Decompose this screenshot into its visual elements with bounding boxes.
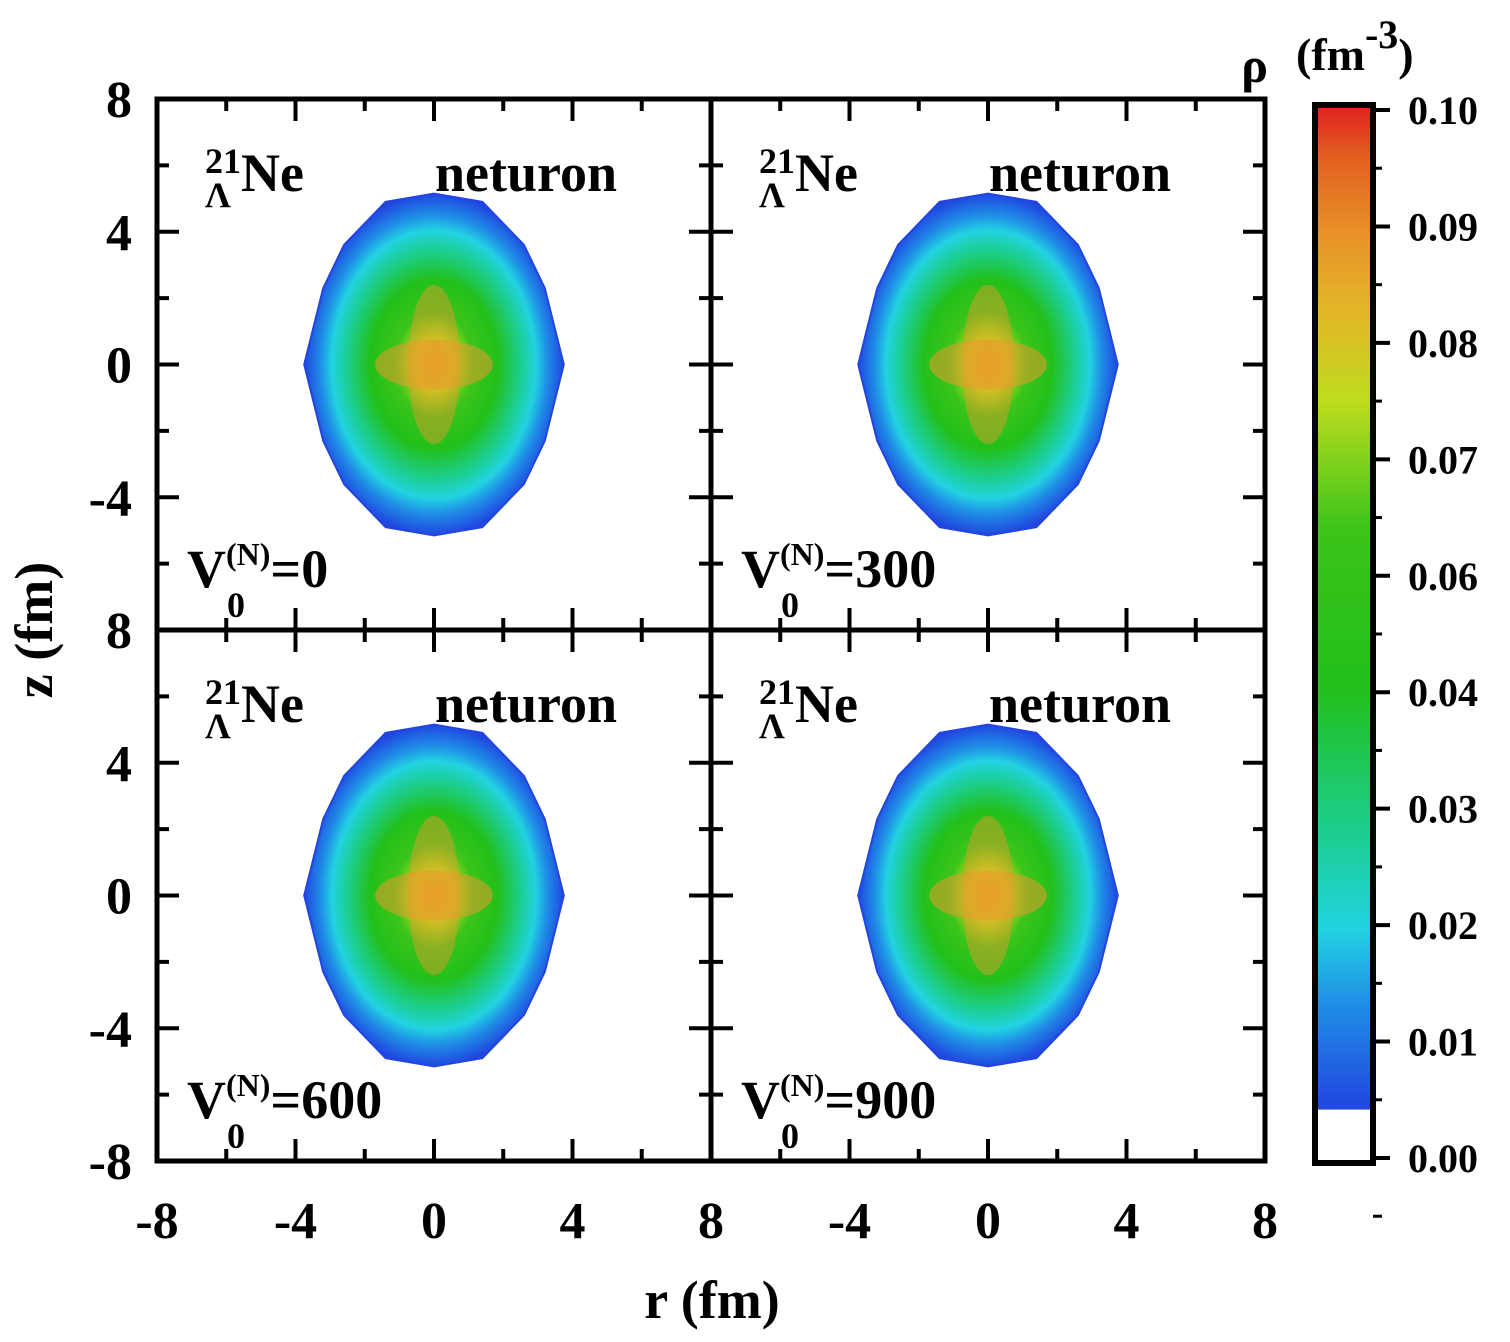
nucleus-mass-number: 21 <box>205 141 241 181</box>
colorbar-label: ρ <box>1241 37 1268 93</box>
x-tick-label: 4 <box>560 1193 586 1250</box>
colorbar-tick-label: 0.09 <box>1408 204 1478 249</box>
colorbar-tick-label: 0.08 <box>1408 321 1478 366</box>
x-tick-label: 8 <box>698 1193 724 1250</box>
potential-label: V(N)=600 <box>187 1067 382 1130</box>
colorbar-unit-open: ( <box>1296 29 1311 80</box>
density-core-horizontal <box>929 339 1047 390</box>
potential-superscript: (N) <box>780 1067 824 1103</box>
colorbar-tick-label: 0.04 <box>1408 670 1478 715</box>
x-axis-label: r (fm) <box>644 1270 779 1330</box>
potential-subscript: 0 <box>781 585 799 625</box>
colorbar-tick-label: 0.06 <box>1408 554 1478 599</box>
x-tick-label: 4 <box>1114 1193 1140 1250</box>
axis-tick-labels: -8 -4 0 4 8 -4 0 4 8 8 4 0 -4 8 4 0 -4 -8 <box>89 72 1278 1250</box>
nucleus-mass-number: 21 <box>759 672 795 712</box>
nucleus-mass-number: 21 <box>759 141 795 181</box>
x-tick-label: 0 <box>421 1193 447 1250</box>
species-label: neturon <box>989 674 1171 734</box>
potential-symbol: V <box>741 1070 780 1130</box>
y-tick-label: 4 <box>106 736 132 793</box>
y-tick-label: 0 <box>106 338 132 395</box>
density-core-horizontal <box>375 339 493 390</box>
colorbar-tick-label: 0.03 <box>1408 787 1478 832</box>
nucleus-element: Ne <box>795 674 858 734</box>
colorbar-scale <box>1312 102 1376 1166</box>
nucleus-lambda-subscript: Λ <box>759 706 785 746</box>
x-tick-label: 0 <box>975 1193 1001 1250</box>
colorbar-tick-label: 0.01 <box>1408 1020 1478 1065</box>
potential-label: V(N)=0 <box>187 536 328 599</box>
colorbar-tick-label: 0.10 <box>1408 88 1478 133</box>
y-tick-label: -4 <box>89 1001 132 1058</box>
nucleus-mass-number: 21 <box>205 672 241 712</box>
colorbar-unit: (fm-3) <box>1296 12 1414 80</box>
density-core-vertical <box>962 815 1014 976</box>
potential-label: V(N)=300 <box>741 536 936 599</box>
y-tick-label: 8 <box>106 603 132 660</box>
nucleus-lambda-subscript: Λ <box>205 175 231 215</box>
potential-subscript: 0 <box>781 1116 799 1156</box>
density-core-vertical <box>962 284 1014 445</box>
nucleus-lambda-subscript: Λ <box>759 175 785 215</box>
x-tick-label: -4 <box>828 1193 871 1250</box>
x-tick-label: 8 <box>1252 1193 1278 1250</box>
potential-value: =900 <box>824 1070 936 1130</box>
potential-value: =300 <box>824 539 936 599</box>
panel-frame <box>708 627 1268 1164</box>
potential-symbol: V <box>187 539 226 599</box>
nucleus-label: 21Ne <box>759 672 858 734</box>
y-tick-label: 8 <box>106 72 132 129</box>
density-core-horizontal <box>375 870 493 921</box>
species-label: neturon <box>435 143 617 203</box>
density-core-vertical <box>408 284 460 445</box>
potential-symbol: V <box>741 539 780 599</box>
colorbar: 0.00 0.01 0.02 0.03 0.04 0.06 0.07 0.08 0.09 0.10… <box>1241 12 1478 1218</box>
potential-superscript: (N) <box>226 1067 270 1103</box>
colorbar-unit-exp: -3 <box>1365 12 1398 57</box>
y-tick-label: 0 <box>106 869 132 926</box>
potential-label: V(N)=900 <box>741 1067 936 1130</box>
potential-value: =0 <box>270 539 328 599</box>
density-core-horizontal <box>929 870 1047 921</box>
nucleus-label: 21Ne <box>205 672 304 734</box>
colorbar-ticks: 0.00 0.01 0.02 0.03 0.04 0.06 0.07 0.08 0.09 0.10 <box>1373 88 1478 1218</box>
density-core-vertical <box>408 815 460 976</box>
y-axis-label: z (fm) <box>4 562 64 698</box>
colorbar-tick-label: 0.07 <box>1408 437 1478 482</box>
nucleus-element: Ne <box>241 143 304 203</box>
nucleus-lambda-subscript: Λ <box>205 706 231 746</box>
species-label: neturon <box>989 143 1171 203</box>
species-label: neturon <box>435 674 617 734</box>
x-tick-label: -4 <box>274 1193 317 1250</box>
colorbar-tick-label: 0.00 <box>1408 1136 1478 1181</box>
colorbar-unit-base: fm <box>1311 29 1365 80</box>
x-tick-label: -8 <box>135 1193 178 1250</box>
nucleus-element: Ne <box>795 143 858 203</box>
y-tick-label: -8 <box>89 1134 132 1191</box>
potential-superscript: (N) <box>780 536 824 572</box>
y-tick-label: -4 <box>89 470 132 527</box>
potential-symbol: V <box>187 1070 226 1130</box>
colorbar-symbol: ρ <box>1241 37 1268 93</box>
colorbar-tick-label: 0.02 <box>1408 903 1478 948</box>
potential-subscript: 0 <box>227 585 245 625</box>
nucleus-element: Ne <box>241 674 304 734</box>
nucleus-label: 21Ne <box>205 141 304 203</box>
potential-superscript: (N) <box>226 536 270 572</box>
potential-subscript: 0 <box>227 1116 245 1156</box>
y-tick-label: 4 <box>106 205 132 262</box>
potential-value: =600 <box>270 1070 382 1130</box>
nucleus-label: 21Ne <box>759 141 858 203</box>
colorbar-unit-close: ) <box>1398 29 1413 80</box>
